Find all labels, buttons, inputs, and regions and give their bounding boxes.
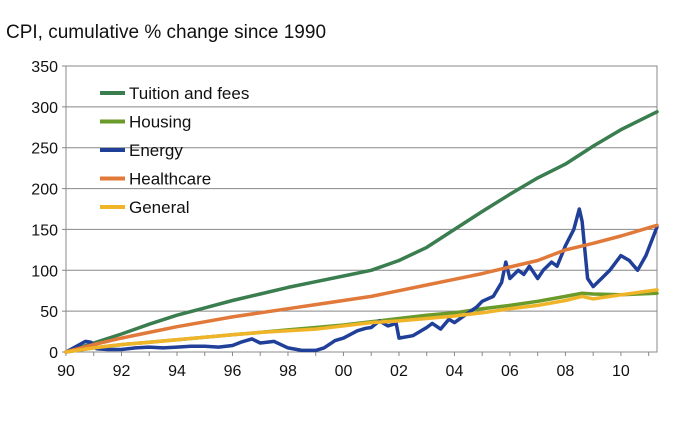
x-tick-label: 08	[557, 363, 575, 380]
x-tick-label: 98	[279, 363, 297, 380]
legend-label-housing: Housing	[129, 113, 191, 132]
legend-label-tuition-and-fees: Tuition and fees	[129, 84, 249, 103]
x-tick-label: 10	[612, 363, 630, 380]
y-tick-label: 200	[31, 182, 58, 199]
x-tick-label: 00	[335, 363, 353, 380]
x-tick-label: 96	[224, 363, 242, 380]
y-tick-label: 250	[31, 141, 58, 158]
series-lines	[64, 110, 659, 354]
x-tick-label: 04	[446, 363, 464, 380]
series-line-energy	[64, 207, 659, 354]
y-tick-label: 300	[31, 100, 58, 117]
legend-label-healthcare: Healthcare	[129, 170, 211, 189]
plot-area-frame	[65, 65, 658, 353]
horizontal-gridlines	[66, 106, 657, 312]
chart-title: CPI, cumulative % change since 1990	[6, 22, 327, 43]
series-line-healthcare	[64, 223, 659, 354]
series-line-tuition-and-fees	[64, 110, 659, 354]
x-tick-label: 92	[113, 363, 131, 380]
y-tick-label: 0	[49, 345, 58, 362]
series-line-general	[64, 288, 659, 354]
x-tick-label: 94	[168, 363, 186, 380]
legend: Tuition and fees Housing Energy Healthcare G…	[100, 84, 249, 217]
y-axis: 0 50 100 150 200 250 300 350	[31, 59, 66, 362]
legend-label-energy: Energy	[129, 141, 183, 160]
x-tick-label: 90	[57, 363, 75, 380]
x-tick-label: 02	[390, 363, 408, 380]
y-tick-label: 50	[40, 304, 58, 321]
y-tick-label: 150	[31, 222, 58, 239]
y-tick-label: 100	[31, 263, 58, 280]
x-tick-label: 06	[501, 363, 519, 380]
legend-label-general: General	[129, 198, 189, 217]
x-axis: 90 92 94 96 98 00 02 04 06 08 10	[57, 352, 650, 380]
y-tick-label: 350	[31, 59, 58, 76]
